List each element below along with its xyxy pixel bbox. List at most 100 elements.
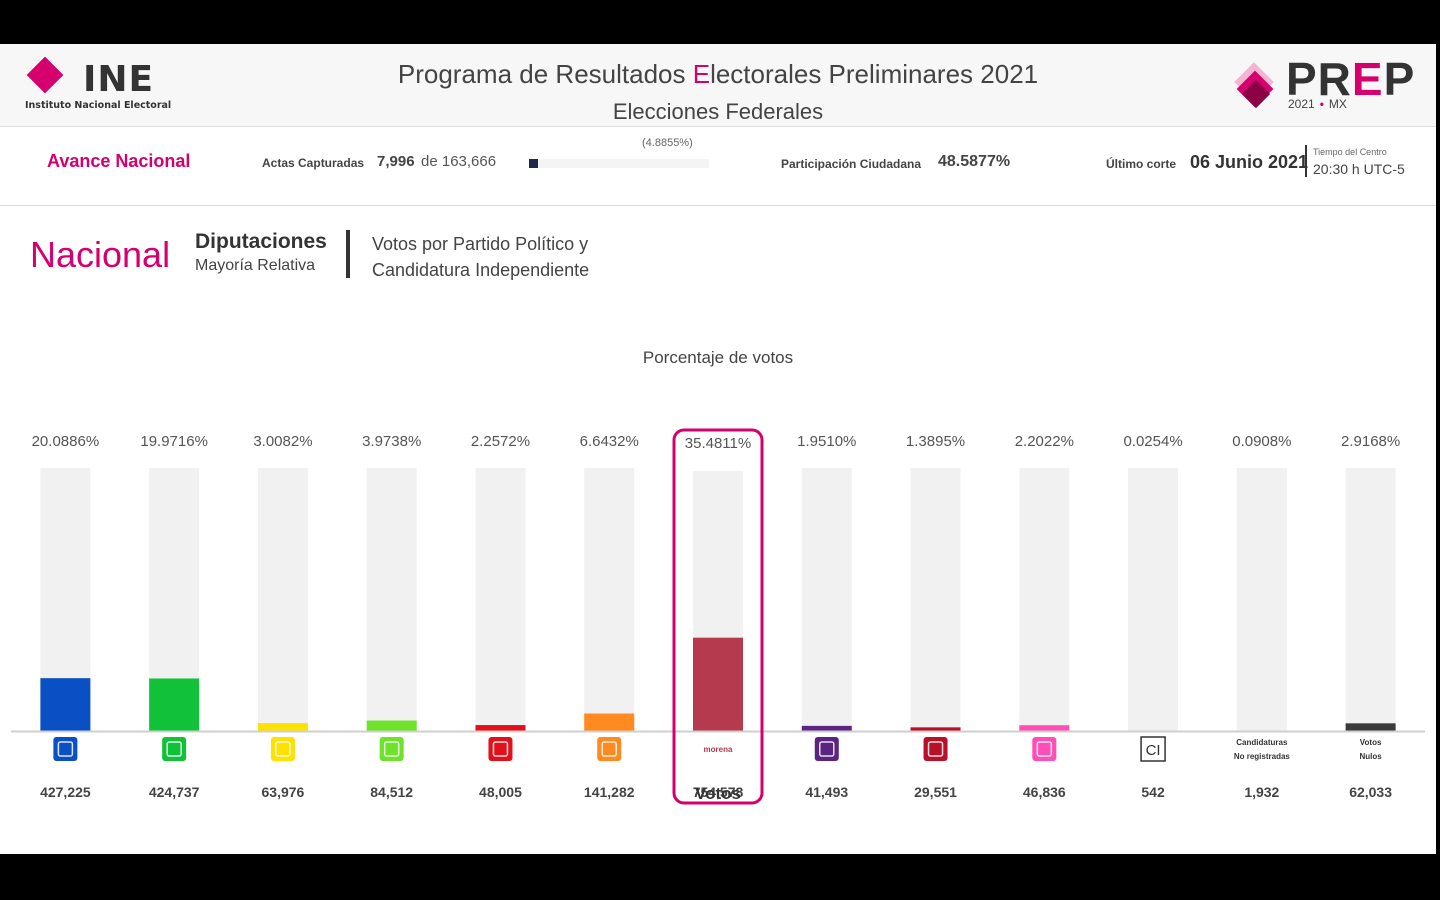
percent-label-prd: 3.0082%: [253, 433, 312, 450]
ine-logo-subtitle: Instituto Nacional Electoral: [25, 100, 172, 111]
title-part-1: Programa de Resultados: [397, 59, 693, 89]
bar-prd: [257, 723, 308, 731]
prep-country: MX: [1328, 97, 1347, 111]
votes-label-pan: 427,225: [40, 784, 91, 800]
bar-track-votos-nulos: [1345, 468, 1396, 731]
votes-chart: Porcentaje de votos 20.0886% 427,225 19.97…: [0, 334, 1436, 814]
bar-mc: [584, 713, 635, 731]
progress-stats-bar: Avance Nacional Actas Capturadas 7,996 d…: [0, 126, 1436, 206]
bar-pvem: [366, 720, 417, 731]
bar-track-ci: [1128, 468, 1179, 731]
votes-label-pri: 424,737: [149, 784, 200, 800]
actas-percent: (4.8855%): [642, 137, 693, 149]
percent-label-morena: 35.4811%: [685, 435, 751, 452]
category-label-candidaturas-no-registradas-line2: No registradas: [1234, 752, 1291, 761]
pt-logo-icon-inner: [492, 741, 509, 757]
pan-logo-icon: [53, 737, 78, 761]
percent-label-pan: 20.0886%: [32, 433, 100, 450]
rsp-logo-icon: [923, 737, 948, 761]
bar-track-fxm: [1019, 468, 1070, 731]
percent-label-fxm: 2.2022%: [1015, 433, 1074, 450]
pes-logo-icon: [814, 737, 839, 761]
prep-page: INE Instituto Nacional Electoral Program…: [0, 44, 1440, 854]
bar-rsp: [910, 727, 961, 731]
prd-logo-icon: [270, 737, 295, 761]
votes-label-candidaturas-no-registradas: 1,932: [1244, 784, 1279, 800]
timezone-label: Tiempo del Centro: [1313, 147, 1387, 157]
rsp-logo-icon-inner: [927, 741, 944, 757]
prep-dot: •: [1319, 97, 1324, 111]
votes-label-fxm: 46,836: [1023, 784, 1066, 800]
prep-word-a: PR: [1286, 53, 1352, 105]
bar-fxm: [1019, 725, 1070, 731]
percent-label-pt: 2.2572%: [471, 433, 530, 450]
pri-logo-icon-inner: [166, 741, 182, 757]
votes-label-votos-nulos: 62,033: [1349, 784, 1392, 800]
bar-pri: [149, 678, 200, 731]
bar-track-pes: [801, 468, 852, 731]
ultimo-corte-date: 06 Junio 2021: [1190, 152, 1309, 172]
ine-logo[interactable]: INE Instituto Nacional Electoral: [25, 56, 200, 114]
bar-votos-nulos: [1345, 723, 1396, 731]
ultimo-corte-label: Último corte: [1106, 157, 1177, 171]
prd-logo-icon-inner: [275, 741, 291, 757]
title-accent-letter: E: [692, 59, 711, 89]
morena-logo-icon: morena: [704, 745, 733, 754]
title-part-2: lectorales Preliminares 2021: [710, 59, 1039, 89]
prep-year: 2021: [1288, 97, 1315, 111]
avance-nacional-label: Avance Nacional: [47, 151, 191, 171]
prep-word-b: P: [1383, 53, 1416, 105]
election-type: Mayoría Relativa: [195, 257, 316, 274]
bar-track-mc: [584, 468, 635, 731]
mc-logo-icon: [597, 737, 622, 761]
bar-track-pt: [475, 468, 526, 731]
prep-logo-word: PREP: [1286, 52, 1415, 106]
percent-label-pvem: 3.9738%: [362, 433, 421, 450]
window-edge: [1436, 44, 1440, 854]
chart-x-label: Votos: [695, 784, 741, 803]
bar-morena: [693, 637, 743, 731]
actas-total: de 163,666: [421, 153, 497, 170]
pt-logo-icon: [488, 737, 513, 761]
prep-word-accent: E: [1351, 53, 1384, 105]
votes-label-ci: 542: [1141, 784, 1165, 800]
actas-capturadas-value: 7,996: [377, 153, 415, 170]
percent-label-candidaturas-no-registradas: 0.0908%: [1232, 433, 1291, 450]
pvem-logo-icon-inner: [383, 741, 400, 757]
pvem-logo-icon: [379, 737, 404, 761]
page-title: Programa de Resultados Electorales Preli…: [300, 59, 1136, 90]
prep-logo-subtitle: 2021 • MX: [1288, 97, 1347, 111]
fxm-logo-icon-inner: [1036, 741, 1053, 757]
section-divider: [346, 230, 350, 278]
bar-track-candidaturas-no-registradas: [1236, 468, 1287, 731]
percent-label-mc: 6.6432%: [580, 433, 639, 450]
actas-progress-fill: [529, 159, 538, 168]
prep-logo[interactable]: PREP 2021 • MX: [1228, 53, 1418, 118]
percent-label-ci: 0.0254%: [1123, 433, 1182, 450]
participacion-label: Participación Ciudadana: [781, 157, 922, 171]
bar-track-pvem: [366, 468, 417, 731]
region-title: Nacional: [30, 234, 171, 275]
votes-label-prd: 63,976: [262, 784, 305, 800]
pri-logo-icon: [162, 737, 187, 761]
percent-label-pes: 1.9510%: [797, 433, 856, 450]
bar-pes: [801, 725, 852, 731]
site-header: INE Instituto Nacional Electoral Program…: [0, 44, 1436, 126]
votes-bar-chart: 20.0886% 427,225 19.9716% 424,737 3.0082% 63,…: [11, 428, 1425, 805]
pes-logo-icon-inner: [819, 741, 835, 757]
actas-capturadas-label: Actas Capturadas: [262, 156, 365, 170]
votes-label-morena: 754,578: [693, 784, 744, 800]
fxm-logo-icon: [1032, 737, 1057, 761]
bar-track-rsp: [910, 468, 961, 731]
percent-label-rsp: 1.3895%: [906, 433, 965, 450]
pan-logo-icon-inner: [57, 741, 74, 757]
leader-highlight-frame: [672, 428, 764, 805]
mc-logo-icon-inner: [601, 741, 617, 757]
votes-label-pt: 48,005: [479, 784, 522, 800]
category-label-votos-nulos-line1: Votos: [1360, 738, 1382, 747]
participacion-value: 48.5877%: [938, 153, 1011, 170]
bar-track-prd: [257, 468, 308, 731]
independent-candidate-icon: [1140, 736, 1166, 762]
chart-title: Porcentaje de votos: [642, 348, 794, 367]
ine-logo-word: INE: [83, 59, 155, 100]
